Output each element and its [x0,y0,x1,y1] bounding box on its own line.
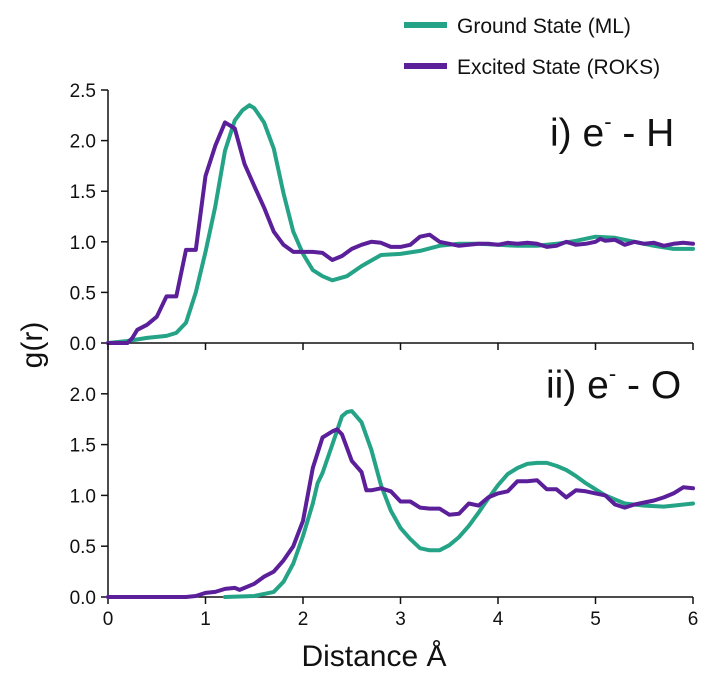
x-tick-label: 2 [298,609,309,630]
panel-label-e-o: ii) e- - O [546,361,681,407]
y-tick-label-panel-2: 1.0 [70,486,96,507]
x-tick-label: 6 [688,609,699,630]
y-tick-label-panel-1: 1.5 [70,182,96,203]
x-tick-label: 5 [590,609,601,630]
y-tick-label-panel-1: 0.5 [70,283,96,304]
x-tick-label: 0 [103,609,114,630]
y-tick-label-panel-1: 0.0 [70,334,96,355]
y-axis-title: g(r) [16,322,49,369]
legend-label-ground-state: Ground State (ML) [457,15,631,38]
legend: Ground State (ML) Excited State (ROKS) [404,15,660,79]
y-tick-label-panel-1: 2.5 [70,81,96,102]
x-tick-label: 3 [395,609,406,630]
x-tick-label: 4 [493,609,504,630]
panel-label-e-h: i) e- - H [550,109,674,155]
y-tick-label-panel-1: 2.0 [70,132,96,153]
y-tick-label-panel-1: 1.0 [70,233,96,254]
legend-label-excited-state: Excited State (ROKS) [457,56,660,79]
series-line-panel-1-excited-state-roks [106,120,695,345]
series-line-panel-2-ground-state-ml [223,409,695,599]
y-tick-label-panel-2: 0.0 [70,588,96,609]
y-tick-label-panel-2: 0.5 [70,537,96,558]
series-line-panel-1-ground-state-ml [106,103,695,345]
x-axis-title: Distance Å [301,640,446,673]
series-line-panel-2-excited-state-roks [106,427,695,599]
plot-layer: 0.0 0.5 1.0 1.5 2.0 2.5 0.0 0.5 1.0 1.5 2.0 0 1 2 3 4 5 6 [70,81,699,630]
x-tick-label: 1 [200,609,211,630]
y-tick-label-panel-2: 2.0 [70,385,96,406]
y-tick-label-panel-2: 1.5 [70,436,96,457]
